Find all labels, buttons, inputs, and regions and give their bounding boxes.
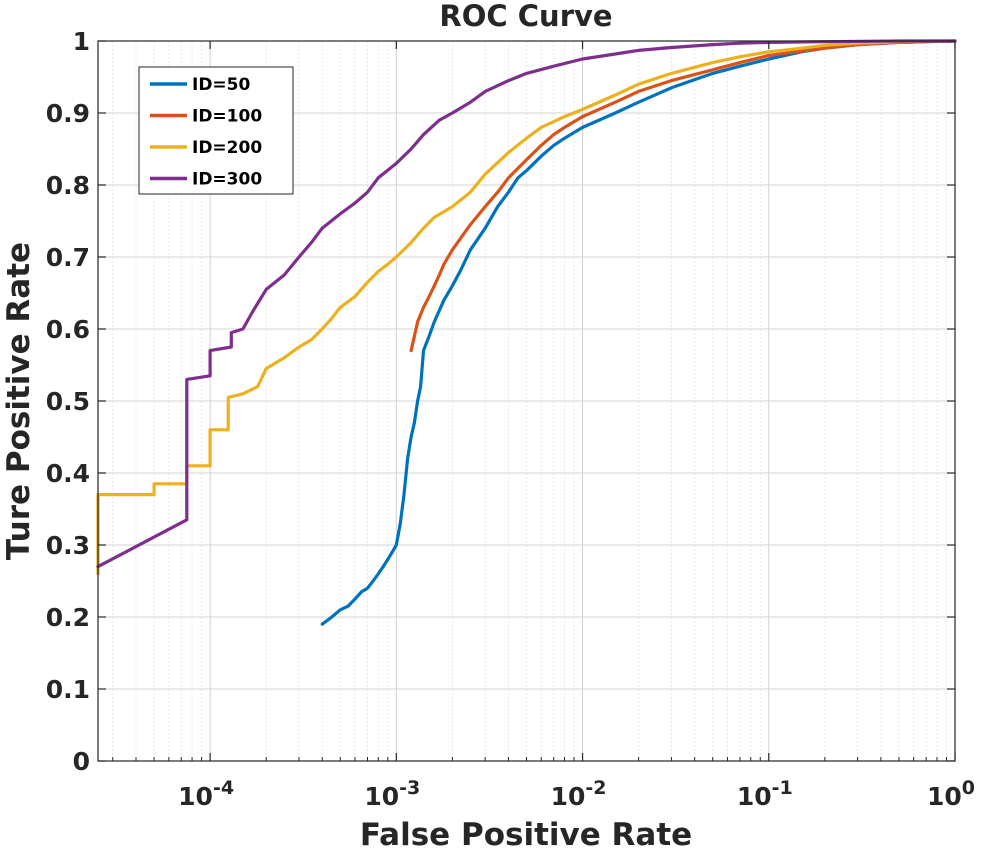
series-lines: [96, 39, 957, 626]
x-tick-label: 100: [927, 777, 975, 811]
y-tick-label: 0.5: [46, 387, 90, 416]
y-tick-label: 0.6: [46, 315, 90, 344]
legend-label: ID=100: [192, 107, 262, 127]
series-line-id-300: [96, 39, 957, 569]
x-tick-label: 10-4: [178, 777, 234, 811]
y-axis-label: Ture Positive Rate: [1, 242, 37, 560]
legend-label: ID=200: [192, 138, 262, 158]
y-tick-label: 0.2: [46, 603, 90, 632]
x-tick-label: 10-1: [737, 777, 793, 811]
legend-box: [138, 66, 294, 195]
legend-label: ID=300: [192, 170, 262, 190]
y-tick-label: 0.4: [46, 459, 90, 488]
y-tick-label: 0.9: [46, 99, 90, 128]
y-tick-label: 1: [73, 27, 90, 56]
legend-items: ID=50 ID=100 ID=200 ID=300: [150, 75, 262, 190]
legend-label: ID=50: [192, 75, 251, 95]
y-tick-label: 0.7: [46, 243, 90, 272]
y-tick-label: 0.8: [46, 171, 90, 200]
chart-title: ROC Curve: [439, 0, 612, 33]
legend: ID=50 ID=100 ID=200 ID=300: [138, 66, 294, 195]
axis-ticks: 0 0.1 0.2 0.3 0.4 0.5 0.6 0.7 0.8 0.9 1 10-4 10-3 10-…: [46, 27, 975, 811]
series-line-id-50: [320, 39, 957, 626]
y-tick-label: 0: [73, 747, 90, 776]
x-tick-label: 10-2: [551, 777, 607, 811]
series-line-id-200: [96, 39, 957, 576]
x-tick-label: 10-3: [364, 777, 420, 811]
x-axis-label: False Positive Rate: [360, 817, 692, 847]
series-line-id-100: [409, 39, 957, 353]
y-tick-label: 0.3: [46, 531, 90, 560]
y-tick-label: 0.1: [46, 675, 90, 704]
